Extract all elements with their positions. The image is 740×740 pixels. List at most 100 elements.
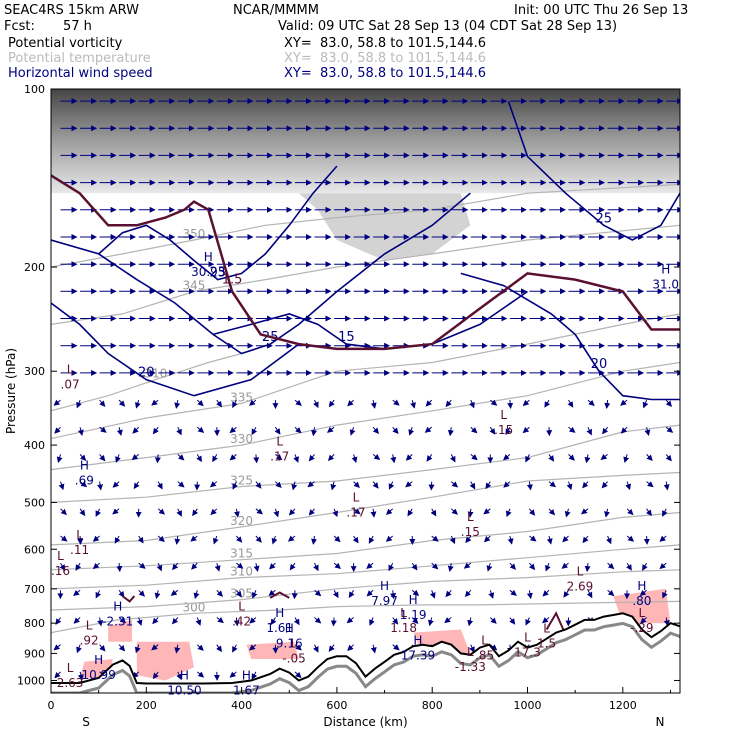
wind-vector — [116, 563, 123, 573]
wind-vector — [154, 590, 161, 600]
wind-vector — [450, 481, 459, 488]
wind-vector — [294, 399, 302, 406]
wind-vector — [151, 644, 159, 651]
wind-vector — [308, 454, 315, 462]
wind-vector — [157, 535, 165, 543]
wind-vector — [60, 535, 68, 542]
extremum-type-28: L — [67, 661, 74, 675]
wind-vector — [665, 454, 672, 462]
wind-vector — [73, 617, 81, 624]
wind-vector — [562, 535, 569, 543]
wind-vector — [429, 590, 436, 599]
extremum-type-18: L — [639, 606, 646, 620]
extremum-type-6: L — [353, 491, 360, 505]
wind-vector — [488, 590, 495, 599]
extremum-type-13: H — [409, 593, 418, 607]
wind-vector — [311, 427, 318, 437]
wind-vector — [92, 535, 100, 542]
wind-vector — [313, 644, 319, 653]
wind-vector — [172, 562, 179, 571]
wind-vector — [99, 644, 106, 652]
wind-vector — [353, 481, 360, 489]
extremum-type-7: L — [467, 510, 474, 524]
wind-vector — [328, 399, 335, 408]
wind-vector — [568, 426, 576, 433]
wind-vector — [607, 562, 615, 570]
wind-vector — [388, 562, 394, 572]
y-tick-label-6: 700 — [24, 583, 45, 596]
wind-vector — [509, 617, 516, 625]
wind-vector — [445, 399, 452, 408]
wind-vector — [255, 481, 262, 489]
x-tick-label-5: 1000 — [514, 699, 542, 712]
wind-vector — [294, 426, 302, 434]
wind-vector — [483, 535, 491, 543]
wind-vector — [209, 481, 218, 488]
wind-vector — [370, 399, 377, 409]
extremum-value-3: .15 — [494, 423, 513, 437]
wind-vector — [351, 454, 358, 464]
wind-vector — [99, 454, 106, 462]
wind-vector — [405, 481, 413, 488]
wind-vector — [568, 454, 575, 461]
terrain-fill — [51, 613, 680, 693]
extremum-value-27: 10.99 — [81, 668, 115, 682]
wind-vector — [152, 426, 159, 435]
wind-contour-1 — [51, 192, 471, 355]
wind-vector — [450, 508, 458, 515]
wind-vector — [385, 508, 394, 515]
wind-vector — [447, 563, 454, 572]
wind-vector — [152, 671, 159, 680]
wind-vector — [99, 426, 107, 433]
extremum-value-11: .80 — [632, 594, 651, 608]
theta-contour-label-9: 345 — [183, 279, 206, 293]
wind-vector — [411, 562, 418, 571]
wind-vector — [372, 481, 379, 489]
field-wind-xy: XY= 83.0, 58.8 to 101.5,144.6 — [284, 66, 487, 81]
extremum-type-16: H — [275, 606, 284, 620]
theta-contour-label-1: 305 — [230, 587, 253, 601]
extremum-value-30: 1.67 — [233, 684, 260, 698]
wind-vector — [195, 617, 202, 626]
wind-vector — [116, 427, 123, 436]
wind-vector — [463, 562, 472, 569]
wind-vector — [529, 562, 536, 571]
wind-vector — [330, 481, 337, 491]
wind-vector — [469, 399, 475, 409]
extremum-type-25: L — [524, 631, 531, 645]
extremum-value-16: 1.61 — [266, 621, 293, 635]
wind-vector — [505, 426, 512, 436]
north-label: N — [656, 715, 665, 729]
wind-vector — [171, 617, 179, 625]
wind-vector — [369, 617, 375, 626]
wind-vector — [372, 426, 380, 435]
theta-contour-label-5: 325 — [230, 474, 253, 488]
wind-vector — [604, 508, 610, 518]
x-tick-label-0: 0 — [48, 699, 55, 712]
wind-vector — [293, 617, 300, 626]
wind-vector — [544, 399, 551, 408]
extremum-value-12: 7.97 — [371, 594, 398, 608]
wind-vector — [582, 535, 589, 544]
pv-contour-0 — [51, 174, 680, 351]
x-tick-label-1: 200 — [136, 699, 157, 712]
wind-vector — [561, 562, 569, 569]
wind-vector — [526, 590, 533, 600]
wind-vector — [663, 617, 670, 627]
theta-contour-9 — [51, 224, 680, 325]
wind-vector — [99, 399, 106, 407]
wind-vector — [582, 481, 589, 489]
wind-vector — [118, 644, 126, 652]
wind-vector — [118, 399, 126, 407]
wind-vector — [563, 590, 570, 598]
wind-vector — [529, 508, 536, 516]
wind-vector — [333, 535, 341, 543]
theta-contour-7 — [51, 313, 680, 440]
wind-vector — [567, 399, 574, 408]
wind-vector — [584, 454, 591, 464]
wind-vector — [192, 508, 199, 517]
x-axis-label: Distance (km) — [323, 715, 407, 729]
wind-vector — [191, 562, 198, 570]
wind-vector — [625, 481, 631, 491]
wind-vector — [542, 589, 550, 597]
